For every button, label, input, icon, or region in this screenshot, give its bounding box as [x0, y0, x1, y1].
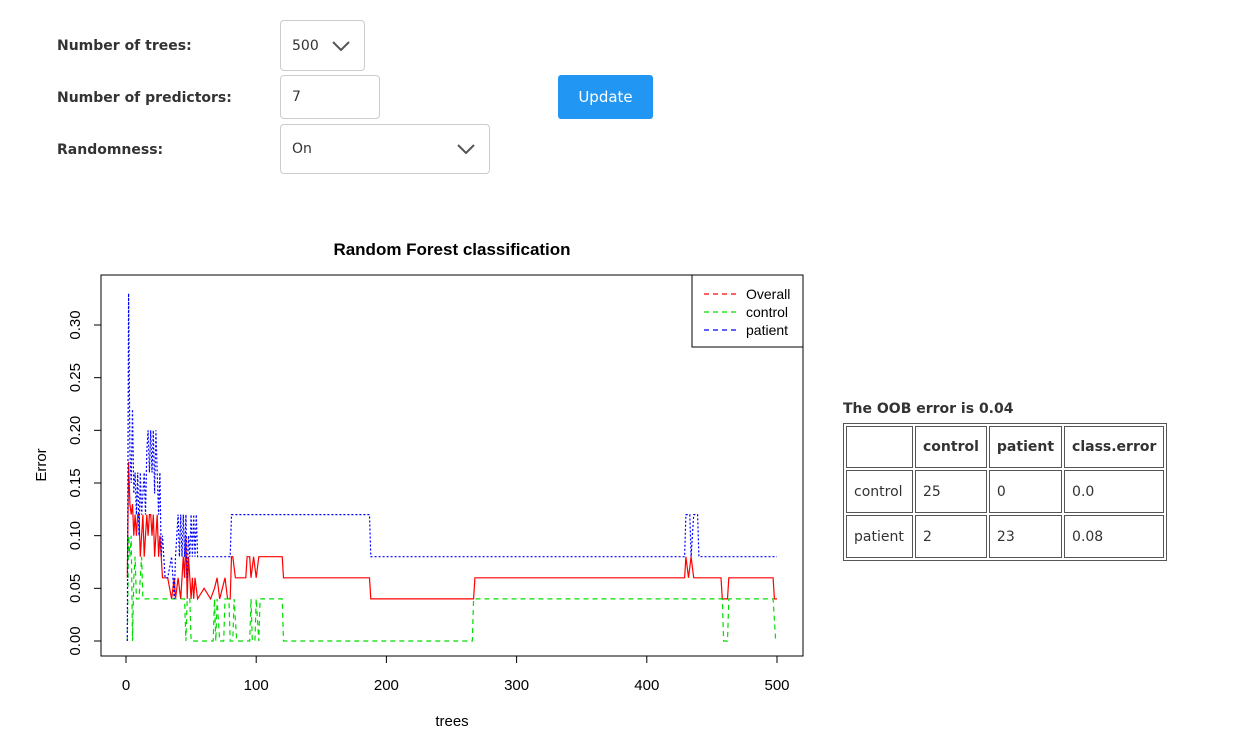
chart-title: Random Forest classification	[333, 240, 570, 259]
y-tick-label: 0.25	[67, 363, 84, 392]
legend-label-control: control	[746, 304, 788, 320]
table-header-cell	[846, 426, 913, 468]
table-cell: patient	[846, 515, 913, 558]
trees-select[interactable]: 500	[280, 20, 365, 71]
predictors-label: Number of predictors:	[57, 90, 232, 106]
randomness-select-value: On	[292, 141, 312, 157]
x-tick-label: 500	[764, 677, 789, 694]
trees-select-value: 500	[292, 37, 319, 54]
x-axis-label: trees	[435, 713, 468, 730]
y-tick-label: 0.10	[67, 521, 84, 550]
series-line-overall	[126, 461, 777, 601]
legend-label-overall: Overall	[746, 286, 790, 302]
update-button[interactable]: Update	[558, 75, 653, 119]
series-line-control	[126, 535, 777, 642]
y-tick-label: 0.05	[67, 574, 84, 603]
randomness-select[interactable]: On	[280, 124, 490, 174]
x-tick-label: 300	[504, 677, 529, 694]
table-row: patient 2 23 0.08	[846, 515, 1165, 558]
table-cell: 25	[915, 470, 987, 513]
x-tick-label: 400	[634, 677, 659, 694]
x-tick-label: 200	[374, 677, 399, 694]
y-tick-label: 0.15	[67, 468, 84, 497]
oob-title: The OOB error is 0.04	[843, 401, 1014, 417]
legend-label-patient: patient	[746, 322, 788, 338]
legend-box	[691, 274, 804, 348]
table-cell: 0.08	[1064, 515, 1165, 558]
table-cell: 23	[988, 515, 1063, 558]
chart-series	[126, 293, 777, 642]
y-axis-label: Error	[33, 448, 50, 481]
table-cell: 0.0	[1064, 470, 1165, 513]
predictors-input-value: 7	[292, 89, 301, 105]
table-cell: 2	[915, 515, 987, 558]
table-cell: control	[846, 470, 913, 513]
error-chart: Random Forest classification 0 100 200 300 4…	[33, 240, 804, 730]
chart-legend: Overall control patient	[691, 274, 804, 348]
y-tick-label: 0.00	[67, 626, 84, 655]
table-header-cell: patient	[988, 426, 1063, 468]
table-header-row: control patient class.error	[846, 426, 1165, 468]
randomness-label: Randomness:	[57, 142, 164, 158]
trees-label: Number of trees:	[57, 38, 192, 54]
y-tick-label: 0.30	[67, 310, 84, 339]
y-tick-label: 0.20	[67, 416, 84, 445]
predictors-input[interactable]: 7	[280, 75, 380, 119]
x-tick-label: 100	[244, 677, 269, 694]
x-tick-label: 0	[122, 677, 130, 694]
plot-frame	[100, 274, 804, 657]
chevron-down-icon	[457, 144, 475, 154]
series-line-patient	[126, 293, 777, 642]
table-row: control 25 0 0.0	[846, 470, 1165, 513]
table-cell: 0	[988, 470, 1063, 513]
chart-axes: 0 100 200 300 400 500 0.00 0.05 0.10 0.15 0.20 0.25…	[67, 310, 790, 694]
table-header-cell: class.error	[1064, 426, 1165, 468]
table-header-cell: control	[915, 426, 987, 468]
chevron-down-icon	[332, 40, 350, 51]
confusion-table: control patient class.error control 25 0…	[843, 423, 1168, 561]
